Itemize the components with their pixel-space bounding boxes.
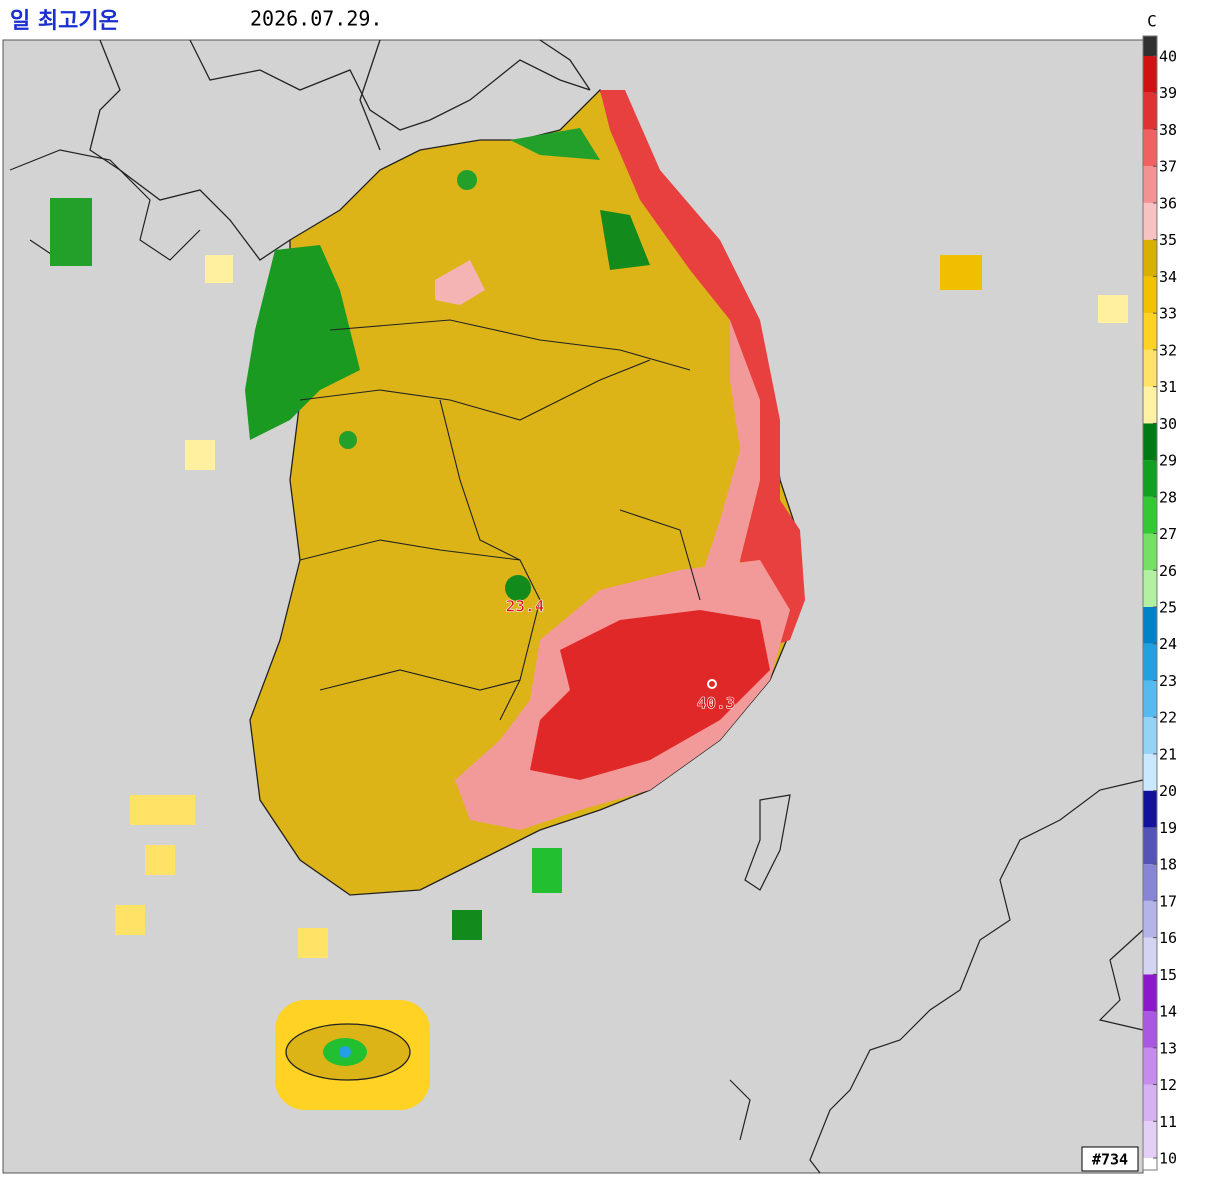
cool-spot: [339, 431, 357, 449]
cool-zone: [510, 128, 600, 160]
tick-label: 31: [1159, 378, 1177, 396]
colorbar-swatch: [1143, 313, 1157, 350]
tick-label: 30: [1159, 415, 1177, 433]
island-tile: [130, 795, 195, 825]
colorbar: 10 11 12 13 14 15 16 17 18 19 20 21 22 23 24 25 26 27 28 29…: [1142, 35, 1177, 1171]
tick-label: 19: [1159, 819, 1177, 837]
island-tile: [145, 845, 175, 875]
tick-label: 40: [1159, 48, 1177, 66]
colorbar-swatch: [1143, 349, 1157, 387]
tick-label: 25: [1159, 599, 1177, 617]
island-tile: [940, 255, 982, 290]
colorbar-swatch: [1143, 423, 1157, 461]
tick-label: 32: [1159, 341, 1177, 359]
japan-coastline: [729, 779, 1144, 1174]
tick-label: 23: [1159, 672, 1177, 690]
tick-label: 36: [1159, 194, 1177, 212]
warm-zone: [435, 260, 485, 305]
tick-label: 14: [1159, 1003, 1177, 1021]
colorbar-swatch: [1143, 129, 1157, 167]
colorbar-swatch: [1143, 1047, 1157, 1085]
island-tile: [298, 928, 328, 958]
colorbar-swatch: [1143, 864, 1157, 901]
cool-spot: [505, 575, 531, 601]
colorbar-swatch: [1143, 1011, 1157, 1048]
colorbar-swatch: [1143, 276, 1157, 314]
island-tile: [50, 198, 92, 266]
colorbar-swatch: [1143, 202, 1157, 240]
tick-label: 34: [1159, 268, 1177, 286]
map-id: #734: [1092, 1151, 1128, 1169]
tick-label: 22: [1159, 709, 1177, 727]
colorbar-swatch: [1143, 36, 1157, 56]
tick-label: 26: [1159, 562, 1177, 580]
colorbar-swatch: [1143, 386, 1157, 424]
colorbar-swatch: [1143, 570, 1157, 607]
cool-zone: [600, 210, 650, 270]
title: 일 최고기온: [10, 9, 119, 34]
colorbar-swatch: [1143, 533, 1157, 571]
unit: C: [1147, 12, 1157, 31]
tick-label: 39: [1159, 84, 1177, 102]
colorbar-swatch: [1143, 460, 1157, 497]
tick-label: 15: [1159, 966, 1177, 984]
colorbar-swatch: [1143, 900, 1157, 938]
tick-label: 17: [1159, 892, 1177, 910]
min-annotation: 23.4: [506, 597, 545, 616]
hot-zone: [600, 90, 805, 650]
colorbar-swatch: [1143, 937, 1157, 975]
province-border: [299, 319, 701, 721]
tick-label: 16: [1159, 929, 1177, 947]
tick-label: 37: [1159, 158, 1177, 176]
cool-zone: [245, 245, 360, 440]
colorbar-swatch: [1143, 790, 1157, 828]
border-line: [89, 39, 591, 261]
colorbar-swatch: [1143, 717, 1157, 754]
tick-label: 33: [1159, 305, 1177, 323]
colorbar-swatch: [1143, 753, 1157, 791]
island-tile: [115, 905, 145, 935]
hot-zone: [530, 610, 770, 780]
cool-spot: [457, 170, 477, 190]
max-marker: [707, 679, 717, 689]
colorbar-frame: [1142, 35, 1158, 1171]
colorbar-swatch: [1143, 607, 1157, 644]
tick-label: 12: [1159, 1076, 1177, 1094]
island-tile: [532, 848, 562, 893]
colorbar-swatch: [1143, 643, 1157, 681]
colorbar-swatch: [1143, 1084, 1157, 1122]
tick-label: 28: [1159, 488, 1177, 506]
colorbar-swatch: [1143, 680, 1157, 718]
map: 23.4 40.3 #734: [2, 39, 1144, 1174]
island-tile: [1098, 295, 1128, 323]
tick-label: 10: [1159, 1150, 1177, 1168]
tick-label: 21: [1159, 745, 1177, 763]
colorbar-swatch: [1143, 56, 1157, 93]
colorbar-swatch: [1143, 1121, 1157, 1158]
max-annotation: 40.3: [697, 694, 736, 713]
id-box: [1081, 1146, 1139, 1172]
warm-zone: [700, 320, 760, 600]
tick-label: 13: [1159, 1039, 1177, 1057]
colorbar-swatch: [1143, 827, 1157, 865]
tick-label: 35: [1159, 231, 1177, 249]
tick-label: 24: [1159, 635, 1177, 653]
island-tile: [185, 440, 215, 470]
tick-label: 20: [1159, 782, 1177, 800]
colorbar-swatch: [1143, 496, 1157, 534]
tick-label: 18: [1159, 856, 1177, 874]
tick-label: 29: [1159, 452, 1177, 470]
island-tile: [205, 255, 233, 283]
colorbar-swatch: [1143, 974, 1157, 1012]
cool-spot: [339, 1046, 351, 1058]
tick-label: 27: [1159, 525, 1177, 543]
colorbar-swatch: [1143, 166, 1157, 203]
date: 2026.07.29.: [250, 7, 382, 31]
colorbar-swatch: [1143, 239, 1157, 277]
colorbar-swatch: [1143, 92, 1157, 130]
island-tile: [452, 910, 482, 940]
tick-label: 11: [1159, 1113, 1177, 1131]
tick-label: 38: [1159, 121, 1177, 139]
